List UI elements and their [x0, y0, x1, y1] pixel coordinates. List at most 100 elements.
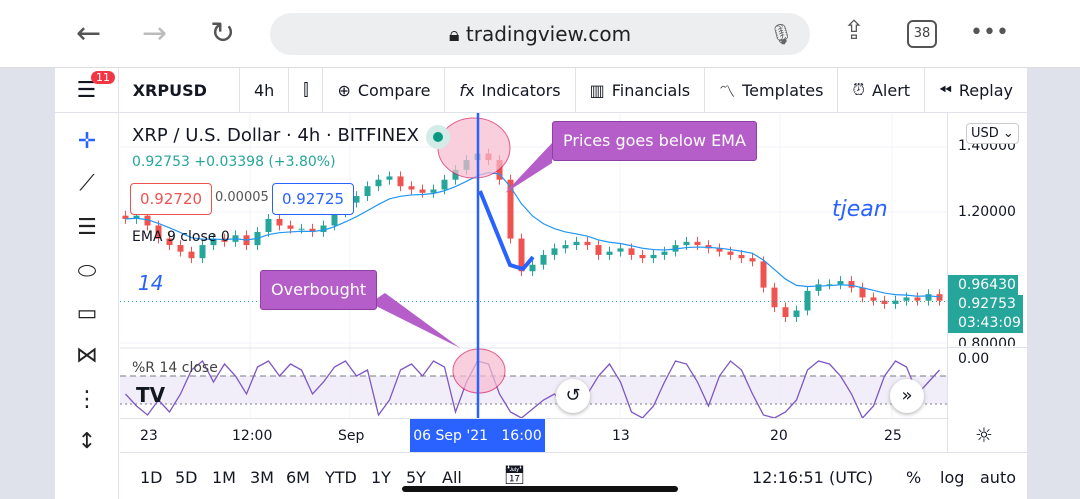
candle: [177, 245, 184, 252]
indicators-label: Indicators: [481, 80, 561, 100]
trendline-tool[interactable]: ⟋: [79, 171, 95, 196]
tick-label: 1.20000: [958, 204, 1016, 220]
wr-band: [120, 376, 947, 404]
crosshair-tool[interactable]: ✛: [77, 129, 97, 154]
more-button[interactable]: •••: [970, 20, 1009, 45]
compare-button[interactable]: ⊕ Compare: [323, 68, 446, 112]
alarm-icon: ⏰︎: [852, 80, 865, 99]
time-label: 23: [140, 428, 158, 444]
candle: [628, 248, 635, 255]
price-axis[interactable]: USD ⌄ 1.40000 1.20000 0.80000 0.96430 0.…: [947, 113, 1028, 452]
time-label: 12:00: [232, 428, 273, 444]
candle: [573, 241, 580, 246]
menu-icon: ☰: [76, 77, 97, 103]
range-1y[interactable]: 1Y: [371, 468, 391, 487]
range-3m[interactable]: 3M: [250, 468, 274, 487]
candle: [705, 245, 712, 249]
time-label: 20: [770, 428, 788, 444]
pattern-tool[interactable]: ⋈: [76, 343, 98, 368]
candle: [210, 238, 217, 246]
symbol-search[interactable]: XRPUSD: [119, 68, 240, 112]
candle: [683, 241, 690, 246]
chart-type-button[interactable]: ⫿: [289, 68, 324, 112]
price-change: 0.92753 +0.03398 (+3.80%): [132, 154, 336, 170]
range-5d[interactable]: 5D: [175, 468, 198, 487]
auto-toggle[interactable]: auto: [980, 468, 1017, 487]
mic-icon[interactable]: 🎙︎: [768, 22, 794, 46]
bar-chart-icon: ▥: [589, 80, 605, 100]
tick-label: 0.80000: [958, 336, 1016, 346]
tabs-button[interactable]: 38: [907, 20, 937, 48]
forward-button[interactable]: →: [142, 16, 168, 51]
measure-tool[interactable]: ↕: [77, 429, 97, 454]
menu-button[interactable]: ☰ 11: [55, 68, 119, 112]
wr-legend[interactable]: %R 14 close: [132, 360, 218, 376]
interval-button[interactable]: 4h: [240, 68, 290, 112]
scroll-right-icon[interactable]: »: [890, 379, 924, 413]
candle: [771, 287, 778, 308]
templates-button[interactable]: 〽 Templates: [705, 68, 839, 112]
back-button[interactable]: ←: [76, 16, 102, 51]
range-5y[interactable]: 5Y: [406, 468, 426, 487]
crosshair-time-label: 06 Sep '21 16:00: [410, 419, 545, 453]
goto-date-icon[interactable]: 📅︎: [503, 465, 526, 486]
highlight-ellipse: [437, 117, 511, 179]
financials-button[interactable]: ▥ Financials: [576, 68, 706, 112]
settings-icon[interactable]: ☼: [975, 423, 993, 447]
candle: [199, 245, 206, 259]
buy-button[interactable]: 0.92725: [272, 183, 355, 215]
candle: [529, 264, 536, 272]
candle: [914, 297, 921, 301]
url-text: tradingview.com: [465, 22, 632, 46]
replay-button[interactable]: ⏪︎ Replay: [925, 68, 1027, 112]
sell-button[interactable]: 0.92720: [130, 183, 213, 215]
alert-button[interactable]: ⏰︎ Alert: [838, 68, 926, 112]
annotation-number: 14: [138, 271, 164, 295]
text-tool[interactable]: ▭: [76, 301, 98, 326]
right-gutter: [1027, 68, 1080, 499]
candle: [518, 238, 525, 272]
percent-toggle[interactable]: %: [906, 468, 922, 487]
chart-area[interactable]: XRP / U.S. Dollar · 4h · BITFINEX 0.9275…: [120, 113, 947, 420]
callout-pointer: [505, 143, 552, 193]
time-label: 13: [612, 428, 630, 444]
replay-label: Replay: [958, 80, 1013, 100]
candle: [903, 297, 910, 301]
range-ytd[interactable]: YTD: [325, 468, 357, 487]
candle: [760, 261, 767, 288]
candle: [782, 307, 789, 318]
candle: [727, 251, 734, 255]
candle: [287, 225, 294, 229]
candle: [837, 281, 844, 285]
candle: [133, 215, 140, 219]
chart-canvas[interactable]: [120, 113, 947, 420]
share-icon[interactable]: ⇪: [843, 16, 865, 46]
candle: [738, 254, 745, 259]
reload-button[interactable]: ↻: [210, 16, 236, 51]
range-1m[interactable]: 1M: [212, 468, 236, 487]
range-all[interactable]: All: [442, 468, 462, 487]
current-price-label: 0.92753 03:43:09: [948, 295, 1023, 333]
candle: [144, 215, 151, 226]
range-6m[interactable]: 6M: [286, 468, 310, 487]
candle: [848, 281, 855, 288]
reset-icon[interactable]: ↺: [556, 379, 590, 413]
clock[interactable]: 12:16:51 (UTC): [752, 468, 874, 487]
ema-legend[interactable]: EMA 9 close 0: [132, 229, 230, 245]
time-axis[interactable]: 23 12:00 Sep 13 20 25 06 Sep '21 16:00 ☼: [120, 418, 993, 453]
forecast-tool[interactable]: ⋮: [76, 387, 98, 412]
shapes-tool[interactable]: ⬭: [77, 259, 97, 284]
range-1d[interactable]: 1D: [140, 468, 163, 487]
financials-label: Financials: [611, 80, 691, 100]
url-bar[interactable]: 🔒︎ tradingview.com 🎙︎: [270, 13, 810, 55]
log-toggle[interactable]: log: [940, 468, 965, 487]
candle: [166, 238, 173, 246]
currency-select[interactable]: USD ⌄: [966, 123, 1019, 144]
candle: [507, 179, 514, 239]
bottom-toolbar: 1D 5D 1M 3M 6M YTD 1Y 5Y All 📅︎ 12:16:51 (UTC) %…: [120, 452, 1027, 499]
candle: [815, 284, 822, 291]
drawing-toolbar: ✛ ⟋ ☰ ⬭ ▭ ⋈ ⋮ ↕: [55, 113, 119, 499]
indicators-button[interactable]: fx Indicators: [445, 68, 576, 112]
candle: [397, 176, 404, 187]
fib-tool[interactable]: ☰: [77, 215, 97, 240]
